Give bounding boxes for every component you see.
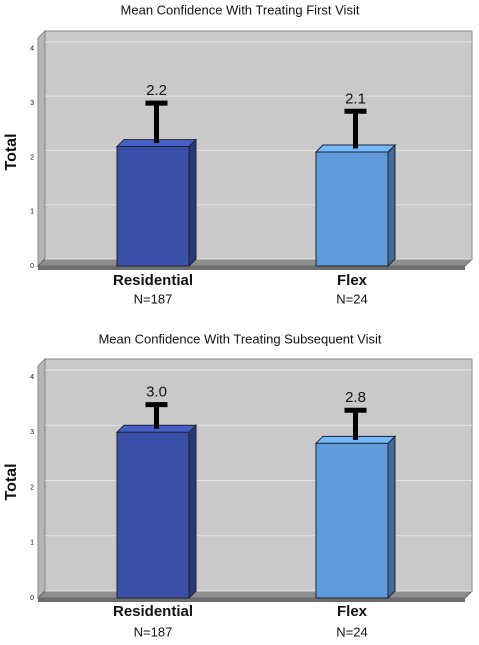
x-tick-label: Flex bbox=[337, 272, 368, 289]
y-tick-label: 2 bbox=[30, 154, 34, 161]
y-tick-label: 3 bbox=[30, 100, 34, 107]
y-tick-label: 4 bbox=[30, 46, 34, 53]
bar-side bbox=[387, 435, 396, 600]
x-tick-label: Residential bbox=[113, 603, 193, 620]
category-note: N=24 bbox=[336, 624, 367, 639]
y-tick-label: 0 bbox=[30, 263, 34, 270]
bar-side bbox=[387, 143, 396, 268]
bar-side bbox=[188, 138, 197, 268]
plot-side bbox=[37, 357, 46, 600]
error-bar bbox=[344, 407, 367, 440]
x-tick-label: Flex bbox=[337, 603, 368, 620]
chart-title: Mean Confidence With Treating Subsequent… bbox=[98, 331, 381, 346]
floor-edge bbox=[38, 598, 465, 602]
plot-floor bbox=[36, 590, 474, 599]
value-label: 3.0 bbox=[146, 384, 167, 401]
category-note: N=187 bbox=[134, 291, 173, 306]
bar bbox=[315, 442, 389, 599]
y-axis-label: Total bbox=[3, 463, 20, 500]
plot-side bbox=[37, 29, 46, 268]
floor-edge bbox=[38, 266, 465, 270]
y-tick-label: 3 bbox=[30, 429, 34, 436]
error-bar bbox=[344, 108, 367, 149]
bar bbox=[315, 151, 389, 267]
plot-floor bbox=[36, 258, 474, 267]
value-label: 2.8 bbox=[345, 389, 366, 406]
bar-side bbox=[188, 424, 197, 600]
chart-title: Mean Confidence With Treating First Visi… bbox=[121, 2, 360, 17]
error-bar bbox=[145, 100, 168, 144]
y-tick-label: 4 bbox=[30, 374, 34, 381]
bar bbox=[116, 146, 190, 267]
y-axis-label: Total bbox=[3, 133, 20, 170]
plot-wall bbox=[44, 30, 473, 260]
bar bbox=[116, 431, 190, 599]
x-tick-label: Residential bbox=[113, 272, 193, 289]
category-note: N=24 bbox=[336, 291, 367, 306]
y-tick-label: 0 bbox=[30, 595, 34, 602]
value-label: 2.2 bbox=[146, 82, 167, 99]
y-tick-label: 2 bbox=[30, 484, 34, 491]
error-bar bbox=[145, 402, 168, 429]
plot-wall bbox=[44, 358, 473, 592]
value-label: 2.1 bbox=[345, 90, 366, 107]
category-note: N=187 bbox=[134, 624, 173, 639]
y-tick-label: 1 bbox=[30, 540, 34, 547]
y-tick-label: 1 bbox=[30, 209, 34, 216]
